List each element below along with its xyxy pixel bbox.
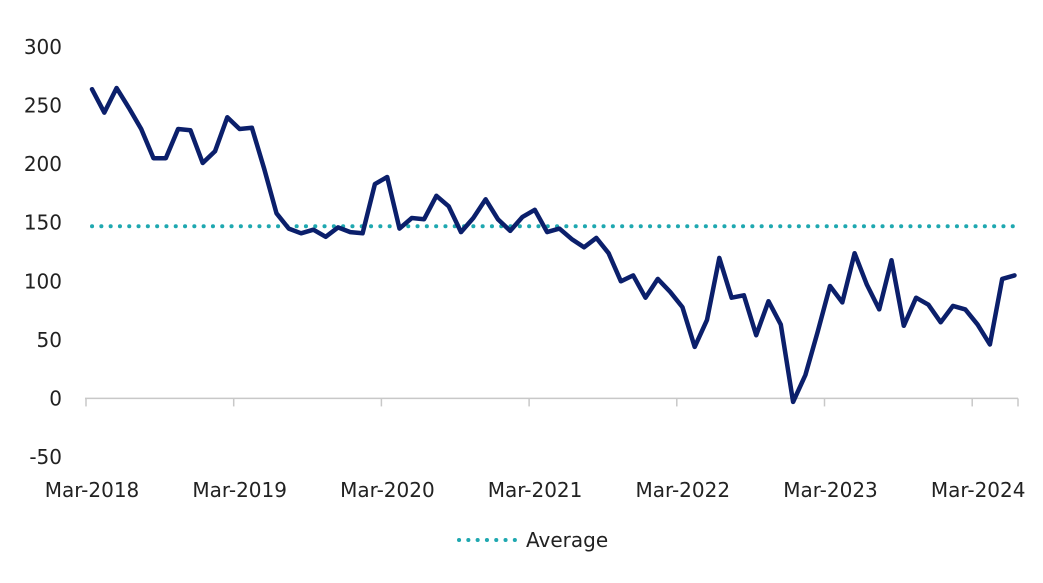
x-tick-label: Mar-2018 <box>45 478 140 502</box>
x-tick-label: Mar-2020 <box>340 478 435 502</box>
legend-label-average: Average <box>526 528 608 552</box>
x-axis-tick-labels: Mar-2018 Mar-2019 Mar-2020 Mar-2021 Mar-2022… <box>45 478 1026 502</box>
x-tick-label: Mar-2023 <box>783 478 878 502</box>
y-tick-label: 250 <box>24 94 62 118</box>
y-axis-tick-labels: 300 250 200 150 100 50 0 -50 <box>24 35 62 469</box>
y-tick-label: 0 <box>49 386 62 410</box>
series-line <box>89 85 1017 405</box>
legend: Average <box>457 528 608 552</box>
x-tick-label: Mar-2024 <box>931 478 1026 502</box>
y-tick-label: -50 <box>29 445 62 469</box>
y-tick-label: 50 <box>37 328 62 352</box>
x-tick-label: Mar-2022 <box>636 478 731 502</box>
y-tick-label: 200 <box>24 152 62 176</box>
y-tick-label: 100 <box>24 269 62 293</box>
y-tick-label: 300 <box>24 35 62 59</box>
x-axis-tick-marks <box>85 398 1019 407</box>
x-tick-label: Mar-2019 <box>192 478 287 502</box>
y-tick-label: 150 <box>24 211 62 235</box>
x-tick-label: Mar-2021 <box>488 478 583 502</box>
